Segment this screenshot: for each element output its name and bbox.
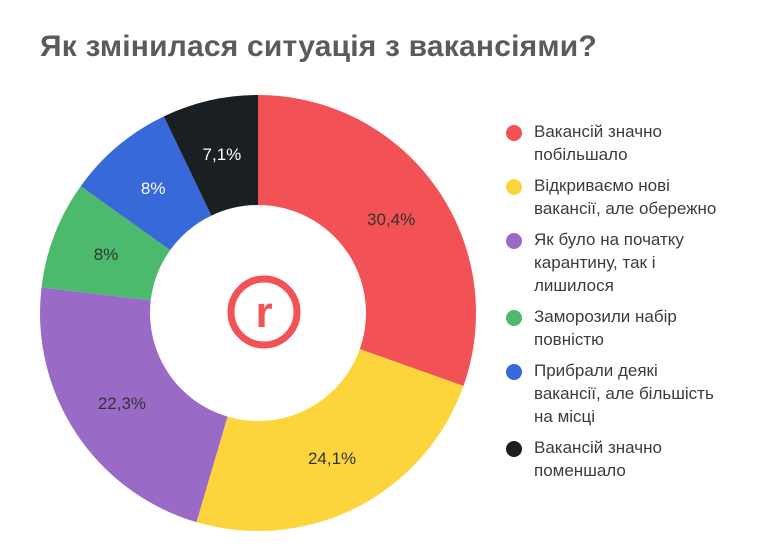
legend-item-5: Прибрали деякі вакансії, але більшість на … (506, 359, 756, 428)
legend-label-line: Заморозили набір (534, 307, 677, 326)
legend-label-line: побільшало (534, 145, 628, 164)
legend-swatch-icon (506, 179, 522, 195)
chart-legend: Вакансій значно побільшало Відкриваємо нов… (506, 120, 756, 490)
legend-label-line: на місці (534, 407, 596, 426)
legend-label: Прибрали деякі вакансії, але більшість на … (534, 359, 756, 428)
legend-item-6: Вакансій значно поменшало (506, 436, 756, 482)
svg-text:r: r (255, 288, 272, 337)
donut-slice-3 (39, 287, 228, 523)
donut-slice-4 (41, 186, 171, 301)
legend-label-line: Вакансій значно (534, 438, 662, 457)
legend-label-line: лишилося (534, 276, 614, 295)
legend-label-line: Як було на початку (534, 230, 684, 249)
legend-item-4: Заморозили набір повністю (506, 305, 756, 351)
legend-label-line: Відкриваємо нові (534, 176, 670, 195)
slice-value-label-4: 8% (94, 245, 119, 264)
legend-label-line: повністю (534, 330, 604, 349)
donut-slice-6 (163, 95, 258, 216)
legend-label-line: карантину, так і (534, 253, 656, 272)
slice-value-label-3: 22,3% (98, 394, 146, 413)
slice-value-label-6: 7,1% (203, 145, 242, 164)
legend-label: Вакансій значно поменшало (534, 436, 756, 482)
legend-swatch-icon (506, 125, 522, 141)
legend-swatch-icon (506, 233, 522, 249)
donut-slice-2 (196, 349, 464, 531)
chart-title: Як змінилася ситуація з вакансіями? (40, 30, 597, 63)
legend-label: Заморозили набір повністю (534, 305, 756, 351)
legend-swatch-icon (506, 441, 522, 457)
legend-label-line: Прибрали деякі (534, 361, 658, 380)
legend-label-line: вакансії, але більшість (534, 384, 714, 403)
donut-slice-1 (258, 95, 476, 386)
slice-value-label-5: 8% (141, 179, 166, 198)
rabota-logo-icon: r (227, 275, 301, 349)
legend-swatch-icon (506, 364, 522, 380)
legend-label-line: поменшало (534, 461, 626, 480)
legend-label-line: Вакансій значно (534, 122, 662, 141)
legend-item-1: Вакансій значно побільшало (506, 120, 756, 166)
legend-item-2: Відкриваємо нові вакансії, але обережно (506, 174, 756, 220)
legend-label: Вакансій значно побільшало (534, 120, 756, 166)
slice-value-label-2: 24,1% (308, 449, 356, 468)
legend-swatch-icon (506, 310, 522, 326)
legend-label-line: вакансії, але обережно (534, 199, 717, 218)
legend-label: Як було на початку карантину, так і лишило… (534, 228, 756, 297)
slice-value-label-1: 30,4% (367, 210, 415, 229)
donut-slice-5 (80, 116, 212, 251)
legend-item-3: Як було на початку карантину, так і лишило… (506, 228, 756, 297)
legend-label: Відкриваємо нові вакансії, але обережно (534, 174, 756, 220)
